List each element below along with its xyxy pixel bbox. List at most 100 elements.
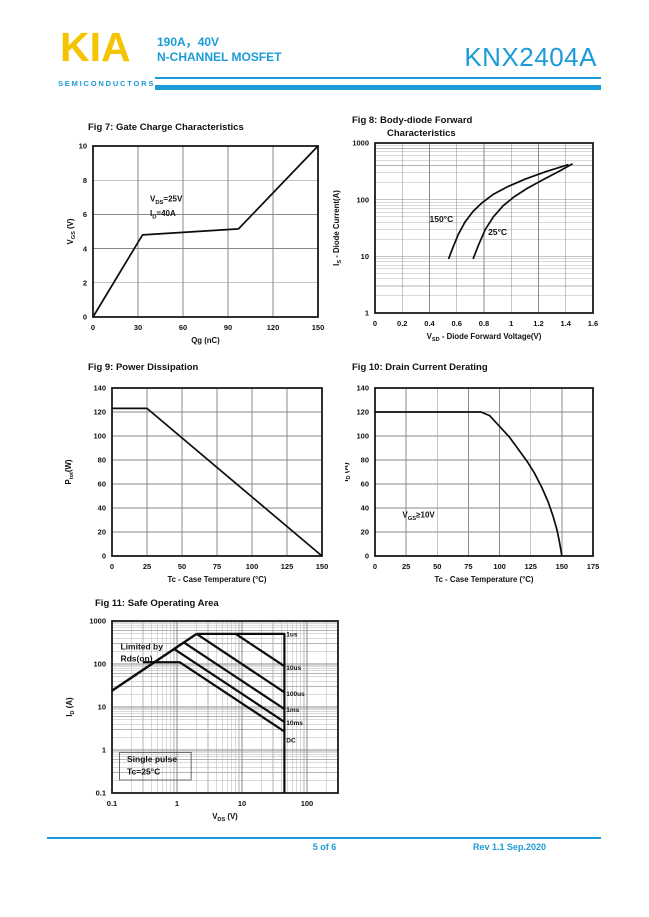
y-tick-label: 100: [93, 432, 106, 441]
x-tick-label: 0.6: [452, 319, 462, 328]
y-axis-label: Ptot(W): [64, 459, 75, 484]
soa-1ms-line: [183, 641, 286, 710]
x-tick-label: 75: [464, 562, 472, 571]
x-tick-label: 60: [179, 323, 187, 332]
annotation: 25°C: [488, 227, 507, 237]
y-axis-label: IS - Diode Current(A): [332, 190, 343, 266]
x-tick-label: 10: [238, 799, 246, 808]
figure-title-line2: Characteristics: [387, 128, 456, 139]
y-tick-label: 40: [98, 504, 106, 513]
annotation: DC: [286, 737, 296, 744]
footer-rule: [47, 837, 601, 839]
x-axis-label: Qg (nC): [191, 336, 220, 345]
y-tick-label: 120: [356, 408, 369, 417]
figure-body-diode: Fig 8: Body-diode Forward Characteristic…: [330, 113, 645, 356]
y-tick-label: 140: [356, 384, 369, 393]
y-tick-label: 1: [365, 309, 369, 318]
plot-border: [92, 145, 319, 318]
annotation: Single pulse: [127, 754, 177, 764]
x-axis-label: Tc - Case Temperature (°C): [167, 575, 266, 584]
y-tick-label: 4: [83, 244, 88, 253]
y-tick-label: 100: [356, 195, 369, 204]
power-derating-curve: [112, 407, 323, 557]
x-tick-label: 1: [509, 319, 513, 328]
x-tick-label: 0: [110, 562, 114, 571]
y-tick-label: 10: [79, 142, 87, 151]
revision-label: Rev 1.1 Sep.2020: [472, 842, 546, 852]
annotation: VGS≥10V: [402, 511, 435, 522]
soa-dc-line: [143, 661, 286, 733]
body-diode-chart: 0 0.2 0.4 0.6 0.8 1 1.2 1.4 1.6 1 10 100 1000 VSD - D…: [332, 139, 598, 344]
figure-title: Fig 11: Safe Operating Area: [95, 598, 219, 609]
annotation: 1us: [286, 631, 298, 638]
figure-safe-operating-area: Fig 11: Safe Operating Area 0.1 1 10 100 0.1…: [60, 594, 405, 842]
figure-drain-derating: Fig 10: Drain Current Derating 0 25 50 75 10…: [345, 358, 645, 598]
soa-100us-line: [195, 632, 286, 694]
x-tick-label: 100: [493, 562, 506, 571]
x-axis-label: Tc - Case Temperature (°C): [434, 575, 533, 584]
x-tick-label: 125: [524, 562, 537, 571]
annotation: 10us: [286, 665, 301, 672]
device-rating: 190A，40V: [157, 35, 220, 49]
y-tick-label: 1000: [352, 139, 369, 148]
figure-title: Fig 8: Body-diode Forward: [352, 115, 473, 126]
y-tick-label: 140: [93, 384, 106, 393]
annotation: VDS=25V: [150, 195, 183, 206]
figure-title: Fig 10: Drain Current Derating: [352, 362, 488, 373]
y-axis-label: VGS (V): [66, 218, 77, 244]
annotation: 10ms: [286, 720, 303, 727]
annotation-box: [119, 751, 192, 781]
part-number: KNX2404A: [464, 42, 597, 72]
x-tick-label: 175: [587, 562, 600, 571]
y-tick-label: 8: [83, 176, 87, 185]
header-rule-thin: [155, 77, 601, 79]
y-tick-label: 0: [365, 552, 369, 561]
x-tick-label: 0.8: [479, 319, 489, 328]
x-tick-label: 150: [316, 562, 329, 571]
gridlines: [93, 146, 318, 317]
power-dissipation-chart: 0 25 50 75 100 125 150 0 20 40 60 80 100 120 140 Tc - C…: [64, 384, 329, 584]
x-tick-label: 25: [143, 562, 151, 571]
annotation: 100us: [286, 691, 305, 698]
y-tick-label: 100: [93, 660, 106, 669]
diode-150c-curve: [447, 163, 569, 260]
figure-title: Fig 7: Gate Charge Characteristics: [88, 122, 244, 133]
x-tick-label: 125: [281, 562, 294, 571]
soa-10ms-line: [173, 648, 286, 723]
header-rule-thick: [155, 85, 601, 90]
y-tick-label: 10: [361, 252, 369, 261]
y-tick-label: 60: [98, 480, 106, 489]
x-tick-label: 90: [224, 323, 232, 332]
annotation: 1ms: [286, 707, 299, 714]
x-tick-label: 1: [175, 799, 179, 808]
diode-25c-curve: [472, 163, 574, 260]
y-tick-label: 0: [83, 313, 87, 322]
y-tick-label: 1000: [89, 617, 106, 626]
soa-10us-line: [235, 632, 286, 668]
gate-charge-chart: 0 30 60 90 120 150 0 2 4 6 8 10 Qg (nC) VGS (V) VDS=25…: [66, 142, 324, 345]
x-tick-label: 1.2: [533, 319, 543, 328]
y-tick-label: 2: [83, 279, 87, 288]
logo-subtext: SEMICONDUCTORS: [58, 79, 156, 88]
annotation: 150°C: [430, 214, 454, 224]
soa-1us-line: [196, 632, 286, 793]
current-derating-curve: [375, 411, 563, 557]
x-tick-label: 30: [134, 323, 142, 332]
gridlines: [375, 143, 593, 313]
plot-border: [111, 387, 323, 557]
plot-border: [374, 142, 594, 314]
annotation: Tc=25°C: [127, 766, 160, 776]
y-tick-label: 20: [361, 528, 369, 537]
annotation: ID=40A: [150, 209, 176, 220]
y-tick-label: 100: [356, 432, 369, 441]
figure-gate-charge: Fig 7: Gate Charge Characteristics 0 30 60…: [60, 118, 360, 356]
x-tick-label: 25: [402, 562, 410, 571]
y-tick-label: 80: [98, 456, 106, 465]
x-tick-label: 0.4: [424, 319, 435, 328]
x-tick-label: 75: [213, 562, 221, 571]
gridlines: [112, 388, 322, 556]
y-axis-label: ID (A): [65, 697, 76, 717]
soa-chart: 0.1 1 10 100 0.1 1 10 100 1000 VDS (V) ID (A) 1us 10…: [65, 617, 339, 823]
y-tick-label: 0.1: [96, 789, 106, 798]
